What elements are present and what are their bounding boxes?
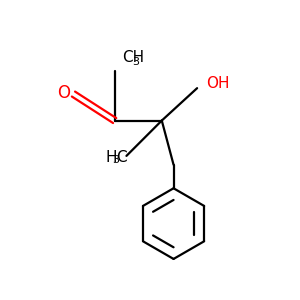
Text: O: O xyxy=(57,84,70,102)
Text: 3: 3 xyxy=(112,155,119,165)
Text: C: C xyxy=(116,150,127,165)
Text: 3: 3 xyxy=(132,57,139,67)
Text: OH: OH xyxy=(206,76,230,91)
Text: CH: CH xyxy=(122,50,144,65)
Text: H: H xyxy=(106,150,117,165)
